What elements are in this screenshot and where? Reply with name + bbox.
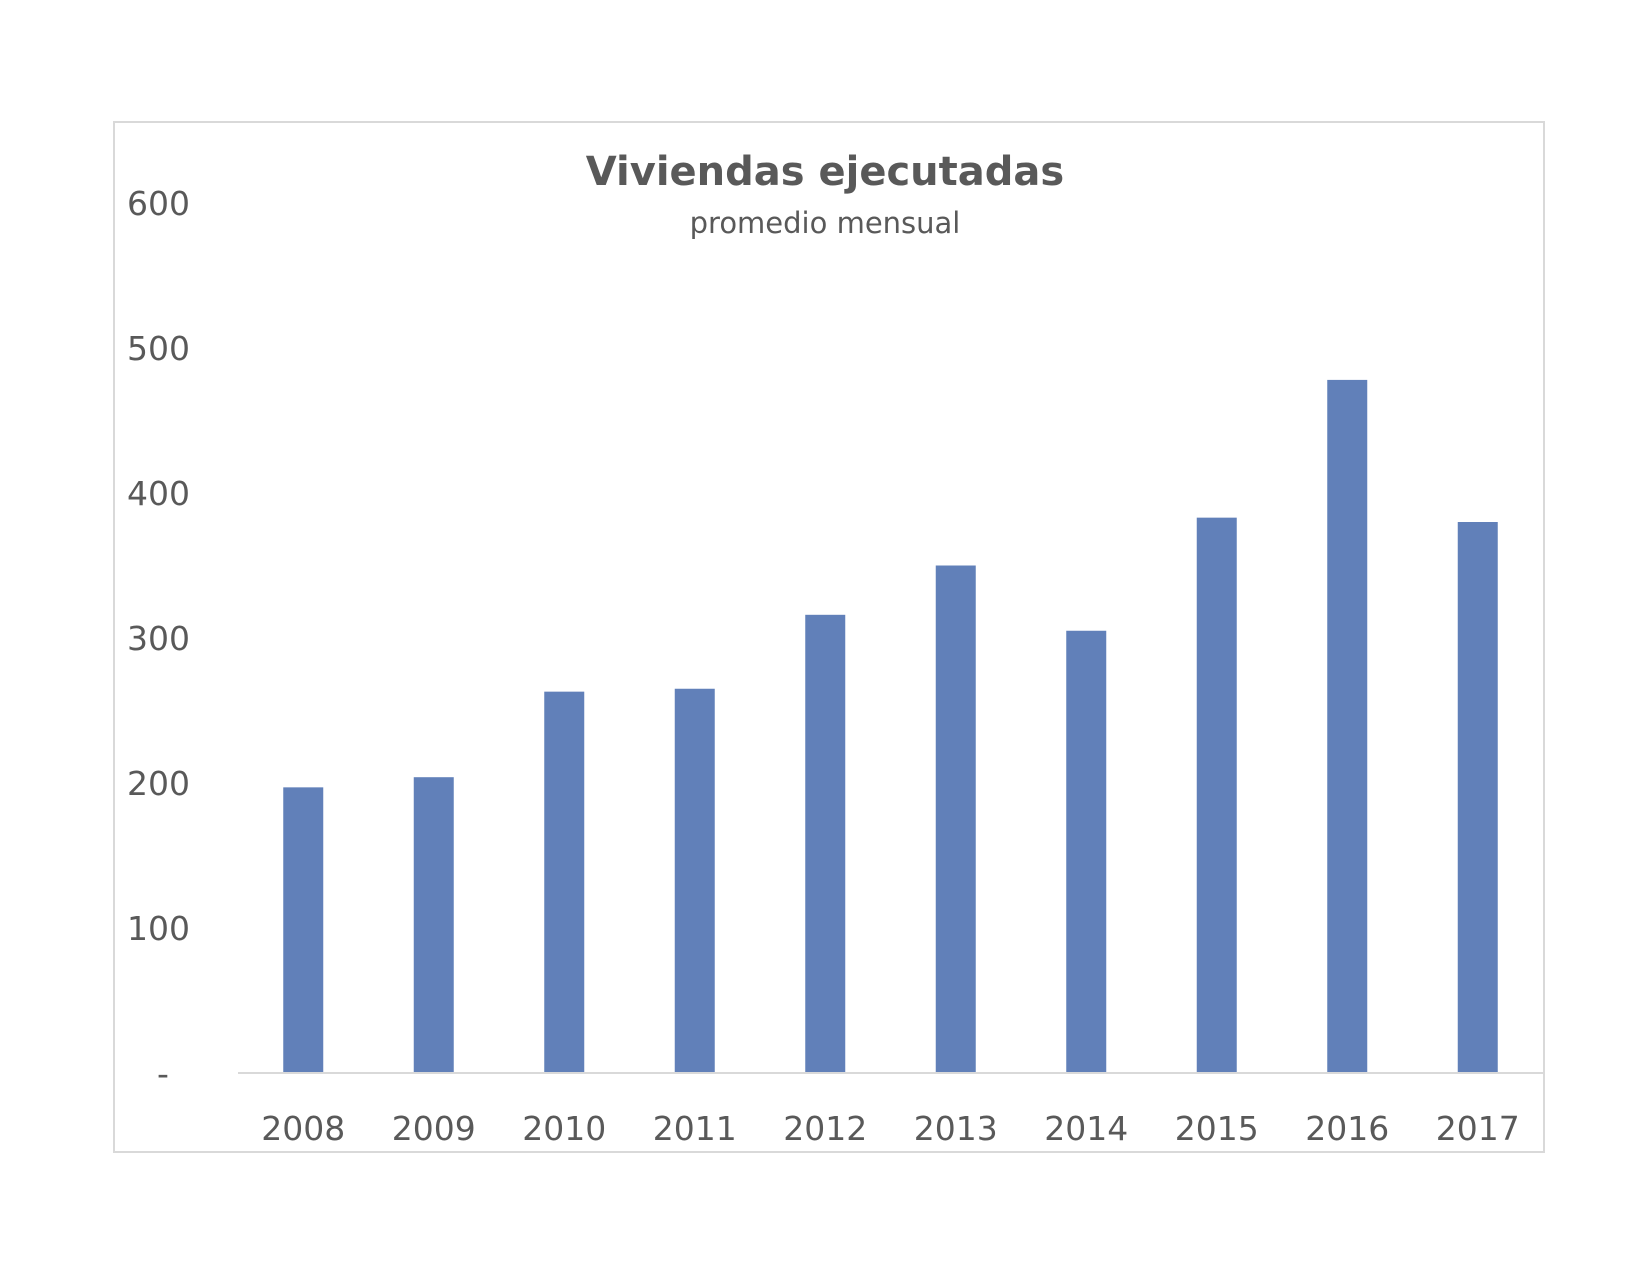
y-tick-label: 500 xyxy=(127,329,190,368)
bar xyxy=(1066,630,1107,1073)
y-tick-label: 200 xyxy=(127,764,190,803)
x-tick-label: 2017 xyxy=(1436,1109,1520,1148)
x-tick-label: 2011 xyxy=(653,1109,737,1148)
bar xyxy=(1327,379,1368,1073)
x-tick-label: 2013 xyxy=(914,1109,998,1148)
chart-title: Viviendas ejecutadas xyxy=(586,149,1064,195)
x-tick-label: 2012 xyxy=(783,1109,867,1148)
x-tick-label: 2014 xyxy=(1044,1109,1128,1148)
chart-subtitle: promedio mensual xyxy=(690,206,961,240)
x-tick-label: 2015 xyxy=(1175,1109,1259,1148)
x-tick-label: 2016 xyxy=(1305,1109,1389,1148)
bar xyxy=(544,691,585,1073)
y-tick-label: 300 xyxy=(127,619,190,658)
bar xyxy=(1457,522,1498,1073)
x-tick-label: 2010 xyxy=(522,1109,606,1148)
x-tick-label: 2008 xyxy=(261,1109,345,1148)
y-tick-label: 600 xyxy=(127,184,190,223)
chart-frame: Viviendas ejecutadas promedio mensual - 1… xyxy=(113,121,1545,1153)
bar xyxy=(413,777,454,1073)
x-axis-ticks: 2008 2009 2010 2011 2012 2013 2014 2015 2016 2017 xyxy=(261,1109,1519,1148)
y-tick-label: - xyxy=(157,1054,169,1093)
bar xyxy=(935,565,976,1073)
y-tick-label: 100 xyxy=(127,909,190,948)
y-axis-ticks: - 100 200 300 400 500 600 xyxy=(127,184,190,1093)
bar xyxy=(805,614,846,1073)
y-tick-label: 400 xyxy=(127,474,190,513)
bar xyxy=(1196,517,1237,1073)
x-tick-label: 2009 xyxy=(392,1109,476,1148)
bar xyxy=(674,688,715,1073)
bars-group xyxy=(283,379,1498,1073)
bar xyxy=(283,787,324,1073)
